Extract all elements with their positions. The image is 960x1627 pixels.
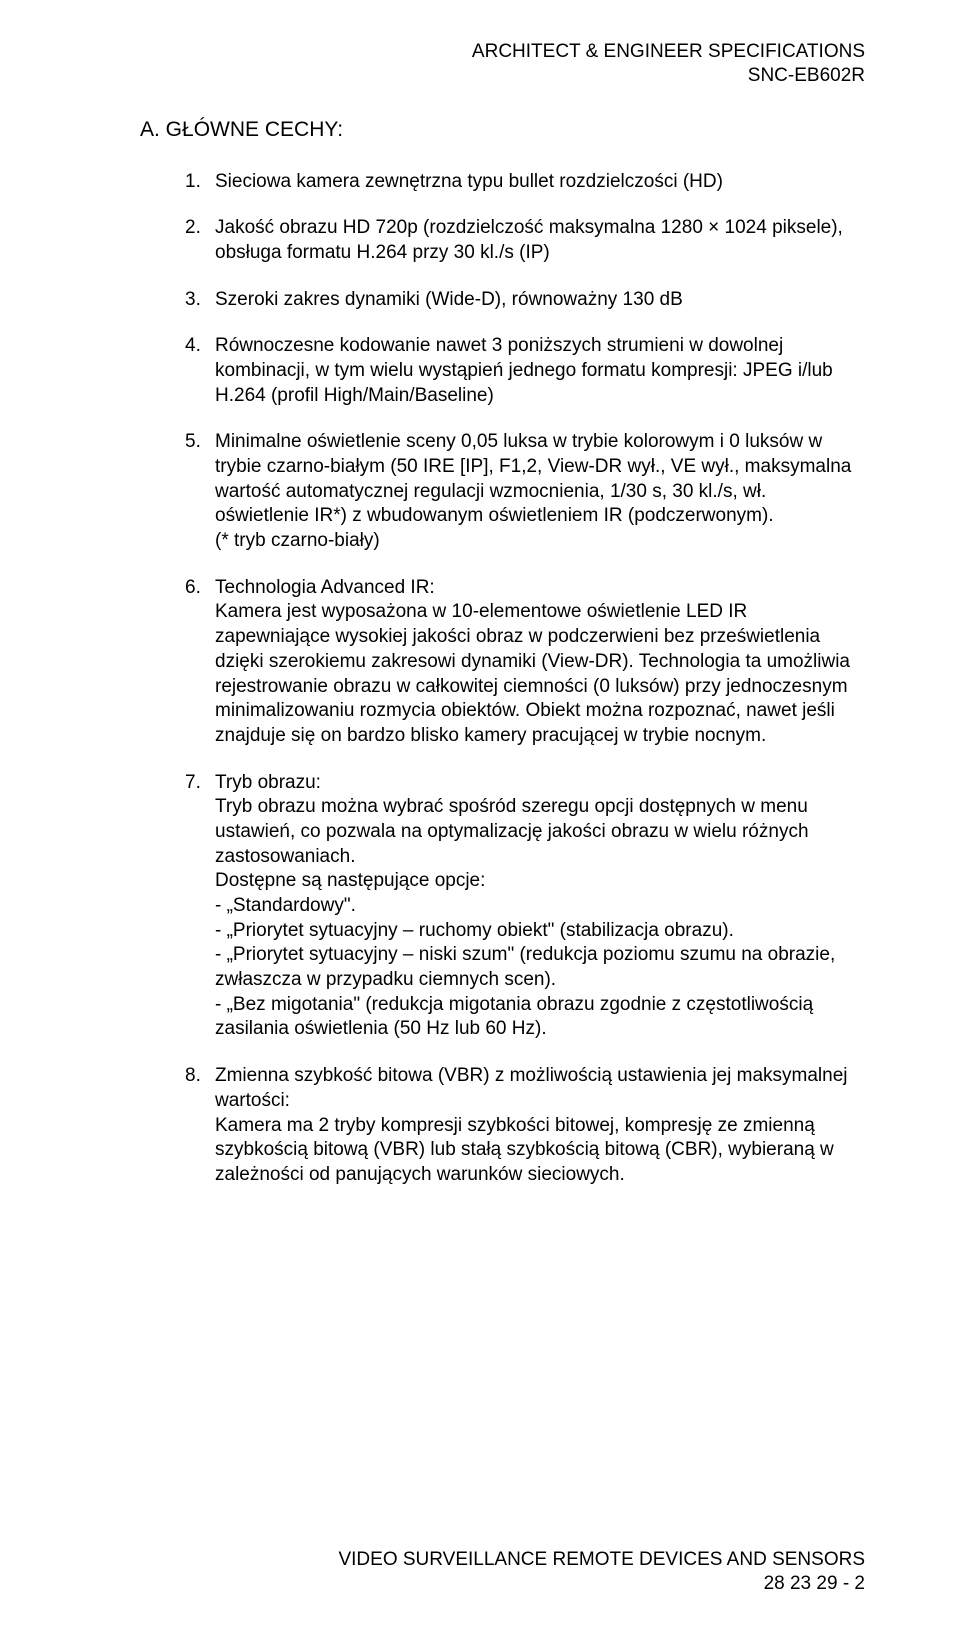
header-block: ARCHITECT & ENGINEER SPECIFICATIONS SNC-… bbox=[140, 40, 865, 88]
list-text: Zmienna szybkość bitowa (VBR) z możliwoś… bbox=[215, 1064, 865, 1187]
list-number: 1. bbox=[185, 170, 215, 195]
list-item: 6. Technologia Advanced IR:Kamera jest w… bbox=[185, 576, 865, 749]
list-text: Sieciowa kamera zewnętrzna typu bullet r… bbox=[215, 170, 865, 195]
list-text: Jakość obrazu HD 720p (rozdzielczość mak… bbox=[215, 216, 865, 265]
list-text: Tryb obrazu:Tryb obrazu można wybrać spo… bbox=[215, 771, 865, 1043]
header-line-1: ARCHITECT & ENGINEER SPECIFICATIONS bbox=[140, 40, 865, 64]
list-number: 5. bbox=[185, 430, 215, 553]
footer-page-number: 28 23 29 - 2 bbox=[338, 1572, 865, 1597]
footer-line-1: VIDEO SURVEILLANCE REMOTE DEVICES AND SE… bbox=[338, 1548, 865, 1573]
list-item: 2. Jakość obrazu HD 720p (rozdzielczość … bbox=[185, 216, 865, 265]
list-text: Technologia Advanced IR:Kamera jest wypo… bbox=[215, 576, 865, 749]
list-item: 7. Tryb obrazu:Tryb obrazu można wybrać … bbox=[185, 771, 865, 1043]
list-item: 3. Szeroki zakres dynamiki (Wide-D), rów… bbox=[185, 288, 865, 313]
list-number: 7. bbox=[185, 771, 215, 1043]
list-text: Szeroki zakres dynamiki (Wide-D), równow… bbox=[215, 288, 865, 313]
header-line-2: SNC-EB602R bbox=[140, 64, 865, 88]
list-item: 1. Sieciowa kamera zewnętrzna typu bulle… bbox=[185, 170, 865, 195]
list-text: Minimalne oświetlenie sceny 0,05 luksa w… bbox=[215, 430, 865, 553]
section-heading: A. GŁÓWNE CECHY: bbox=[140, 118, 865, 142]
feature-list: 1. Sieciowa kamera zewnętrzna typu bulle… bbox=[185, 170, 865, 1188]
list-item: 8. Zmienna szybkość bitowa (VBR) z możli… bbox=[185, 1064, 865, 1187]
list-item: 5. Minimalne oświetlenie sceny 0,05 luks… bbox=[185, 430, 865, 553]
list-number: 4. bbox=[185, 334, 215, 408]
list-text: Równoczesne kodowanie nawet 3 poniższych… bbox=[215, 334, 865, 408]
document-page: ARCHITECT & ENGINEER SPECIFICATIONS SNC-… bbox=[0, 0, 960, 1627]
list-number: 2. bbox=[185, 216, 215, 265]
list-number: 3. bbox=[185, 288, 215, 313]
list-item: 4. Równoczesne kodowanie nawet 3 poniższ… bbox=[185, 334, 865, 408]
list-number: 8. bbox=[185, 1064, 215, 1187]
footer-block: VIDEO SURVEILLANCE REMOTE DEVICES AND SE… bbox=[338, 1548, 865, 1597]
list-number: 6. bbox=[185, 576, 215, 749]
